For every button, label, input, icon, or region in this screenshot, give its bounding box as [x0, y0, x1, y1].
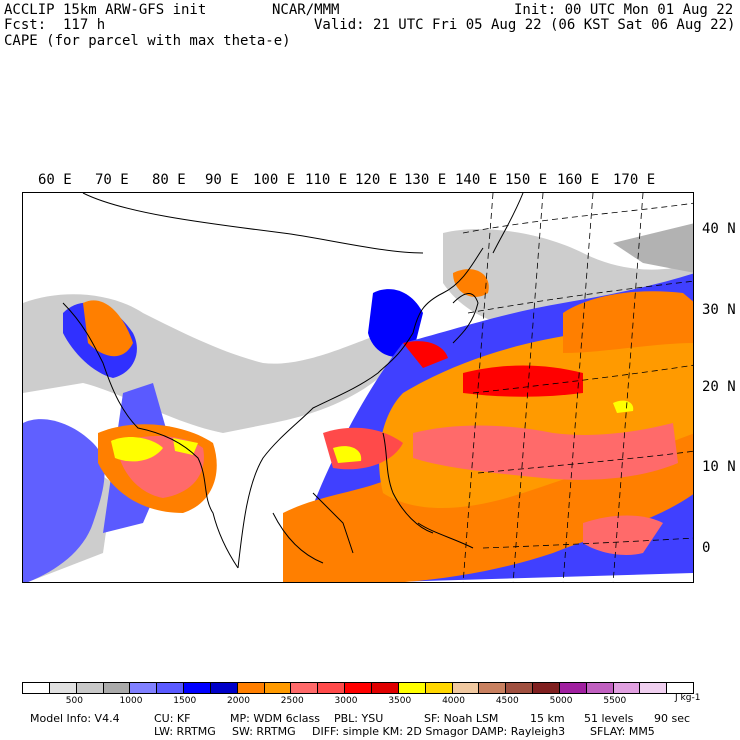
colorbar-swatch	[640, 683, 668, 693]
colorbar-swatch	[103, 683, 131, 693]
colorbar-swatch	[184, 683, 211, 693]
colorbar-swatch	[49, 683, 77, 693]
shortwave-scheme: SW: RRTMG	[232, 725, 296, 738]
colorbar	[22, 682, 694, 694]
colorbar-tick-label: 2500	[280, 696, 304, 706]
colorbar-swatch	[452, 683, 480, 693]
extreme-cape-shading	[111, 400, 634, 463]
colorbar-swatch	[506, 683, 534, 693]
colorbar-swatch	[264, 683, 292, 693]
longwave-scheme: LW: RRTMG	[154, 725, 216, 738]
lon-label: 140 E	[455, 172, 498, 188]
lon-label: 120 E	[355, 172, 398, 188]
grid-spacing: 15 km	[530, 712, 565, 725]
colorbar-tick-label: 5500	[603, 696, 627, 706]
microphysics-scheme: MP: WDM 6class	[230, 712, 320, 725]
lon-label: 150 E	[505, 172, 548, 188]
cape-map	[22, 192, 694, 583]
colorbar-tick-label: 500	[65, 696, 83, 706]
vertical-levels: 51 levels	[584, 712, 634, 725]
lon-label: 110 E	[305, 172, 348, 188]
surface-layer-scheme: SFLAY: MM5	[590, 725, 655, 738]
lon-label: 170 E	[613, 172, 656, 188]
colorbar-swatch	[23, 683, 50, 693]
graticule	[462, 193, 693, 582]
colorbar-tick-label: 4000	[442, 696, 465, 706]
lon-label: 70 E	[95, 172, 129, 188]
lat-label: 20 N	[702, 379, 736, 395]
colorbar-swatch	[291, 683, 319, 693]
colorbar-swatch	[210, 683, 238, 693]
colorbar-tick-label: 1000	[119, 696, 143, 706]
lat-label: 40 N	[702, 221, 736, 237]
organization-label: NCAR/MMM	[272, 2, 340, 18]
colorbar-swatch	[425, 683, 453, 693]
model-info: Model Info: V4.4	[30, 712, 120, 725]
colorbar-tick-label: 4500	[495, 696, 519, 706]
colorbar-tick-label: 5000	[549, 696, 573, 706]
lon-label: 100 E	[253, 172, 296, 188]
colorbar-swatch	[371, 683, 399, 693]
forecast-hour: Fcst: 117 h	[4, 17, 106, 33]
time-step: 90 sec	[654, 712, 691, 725]
lat-label: 0	[702, 540, 711, 556]
pbl-scheme: PBL: YSU	[334, 712, 384, 725]
colorbar-swatch	[237, 683, 265, 693]
colorbar-tick-label: 1500	[173, 696, 197, 706]
colorbar-swatch	[345, 683, 372, 693]
lat-label: 30 N	[702, 302, 736, 318]
colorbar-tick-label: 3500	[388, 696, 412, 706]
diffusion-damping: DIFF: simple KM: 2D Smagor DAMP: Rayleig…	[312, 725, 566, 738]
colorbar-swatch	[398, 683, 426, 693]
lon-label: 80 E	[152, 172, 186, 188]
model-title: ACCLIP 15km ARW-GFS init	[4, 2, 207, 18]
colorbar-swatch	[559, 683, 587, 693]
valid-time: Valid: 21 UTC Fri 05 Aug 22 (06 KST Sat …	[314, 17, 736, 33]
coastlines	[62, 193, 524, 569]
colorbar-swatch	[667, 683, 694, 693]
lon-label: 60 E	[38, 172, 72, 188]
colorbar-swatch	[533, 683, 560, 693]
lon-label: 160 E	[557, 172, 600, 188]
lon-label: 130 E	[404, 172, 447, 188]
colorbar-tick-label: 2000	[227, 696, 250, 706]
lat-label: 10 N	[702, 459, 736, 475]
cape-map-graphic	[23, 193, 693, 582]
surface-scheme: SF: Noah LSM	[424, 712, 499, 725]
colorbar-swatch	[318, 683, 346, 693]
colorbar-swatch	[479, 683, 507, 693]
colorbar-tick-label: 3000	[334, 696, 358, 706]
cumulus-scheme: CU: KF	[154, 712, 191, 725]
colorbar-swatch	[586, 683, 614, 693]
field-title: CAPE (for parcel with max theta-e)	[4, 33, 291, 49]
colorbar-swatch	[76, 683, 104, 693]
lon-label: 90 E	[205, 172, 239, 188]
colorbar-swatch	[130, 683, 158, 693]
init-time: Init: 00 UTC Mon 01 Aug 22	[514, 2, 734, 18]
colorbar-swatch	[157, 683, 185, 693]
colorbar-swatch	[613, 683, 641, 693]
colorbar-unit: J kg-1	[675, 693, 701, 703]
